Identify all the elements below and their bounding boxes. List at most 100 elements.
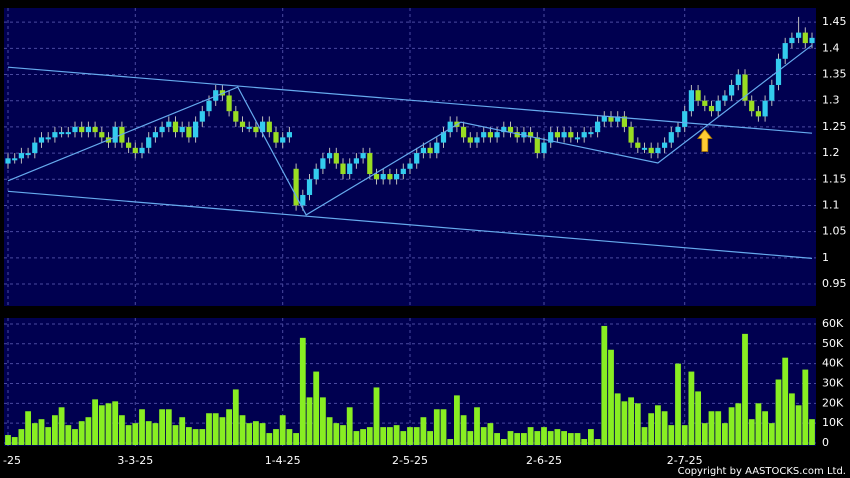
volume-bar bbox=[5, 435, 11, 445]
candle-body bbox=[641, 147, 648, 150]
candle-body bbox=[668, 132, 674, 143]
volume-bar bbox=[601, 325, 608, 445]
candle-body bbox=[601, 116, 607, 122]
volume-bar bbox=[279, 415, 286, 445]
volume-bar bbox=[775, 379, 782, 445]
candle-body bbox=[688, 90, 694, 112]
volume-bar bbox=[219, 417, 226, 445]
candle-body bbox=[306, 179, 313, 195]
volume-bar bbox=[65, 425, 72, 445]
volume-bar bbox=[567, 433, 574, 445]
volume-bar bbox=[400, 431, 407, 445]
candle-body bbox=[400, 168, 406, 175]
candle-body bbox=[199, 111, 205, 122]
volume-bar bbox=[333, 423, 340, 445]
volume-bar bbox=[206, 413, 212, 445]
candle-body bbox=[608, 116, 614, 122]
candle-body bbox=[99, 132, 105, 138]
volume-bar bbox=[447, 439, 454, 445]
candle-body bbox=[12, 158, 18, 161]
candle-body bbox=[320, 158, 326, 169]
volume-bar bbox=[172, 425, 179, 445]
volume-bar bbox=[782, 357, 789, 445]
volume-bar bbox=[353, 431, 360, 445]
candle-body bbox=[172, 121, 179, 133]
trendline bbox=[7, 66, 813, 134]
volume-bar bbox=[125, 425, 132, 445]
volume-bar bbox=[547, 431, 554, 445]
volume-bar bbox=[393, 425, 400, 445]
y-tick-label: 1.4 bbox=[822, 41, 840, 54]
y-tick-label: 50K bbox=[822, 337, 844, 350]
y-tick-label: 1.25 bbox=[822, 120, 847, 133]
candle-body bbox=[233, 111, 239, 122]
volume-bar bbox=[85, 417, 92, 445]
candle-body bbox=[541, 142, 547, 154]
candle-body bbox=[548, 132, 554, 143]
volume-bar bbox=[366, 427, 373, 445]
volume-bar bbox=[293, 433, 299, 445]
x-tick-label: 3-3-25 bbox=[117, 454, 153, 467]
y-tick-label: 10K bbox=[822, 416, 844, 429]
volume-bar bbox=[165, 409, 172, 445]
candle-body bbox=[79, 126, 85, 133]
candle-body bbox=[132, 147, 138, 154]
candle-body bbox=[313, 168, 319, 180]
y-tick-label: 60K bbox=[822, 317, 844, 330]
candle-body bbox=[461, 126, 467, 138]
volume-bar bbox=[313, 371, 320, 445]
candle-body bbox=[407, 163, 413, 169]
candle-body bbox=[273, 132, 279, 143]
volume-bar bbox=[574, 433, 581, 445]
candle-body bbox=[574, 137, 581, 140]
candle-body bbox=[735, 74, 741, 85]
volume-bar bbox=[460, 415, 467, 445]
volume-bar bbox=[655, 405, 661, 445]
candle-body bbox=[467, 137, 473, 143]
volume-bar bbox=[92, 399, 98, 445]
candle-body bbox=[440, 132, 447, 143]
y-tick-label: 1.3 bbox=[822, 94, 840, 107]
volume-bar bbox=[668, 425, 675, 445]
volume-bar bbox=[681, 425, 688, 445]
volume-bar bbox=[634, 403, 641, 445]
y-tick-label: 1 bbox=[822, 251, 829, 264]
candle-body bbox=[628, 126, 634, 143]
candle-body bbox=[45, 137, 51, 140]
y-tick-label: 1.05 bbox=[822, 225, 847, 238]
candle-body bbox=[474, 137, 480, 143]
volume-bar bbox=[119, 415, 125, 445]
volume-bar bbox=[58, 407, 65, 445]
candle-body bbox=[166, 121, 172, 127]
candle-body bbox=[655, 147, 661, 154]
volume-bar bbox=[387, 427, 393, 445]
volume-bar bbox=[762, 411, 768, 445]
candle-body bbox=[300, 194, 306, 206]
x-tick-label: 2-5-25 bbox=[392, 454, 428, 467]
volume-bar bbox=[299, 337, 306, 445]
candle-body bbox=[266, 121, 272, 133]
volume-bar bbox=[675, 363, 681, 445]
candle-body bbox=[648, 147, 654, 154]
volume-bar bbox=[728, 407, 735, 445]
volume-bar bbox=[98, 405, 105, 445]
candle-body bbox=[92, 126, 98, 133]
volume-bar bbox=[748, 419, 755, 445]
candle-body bbox=[52, 132, 58, 138]
candle-body bbox=[139, 147, 145, 154]
candle-body bbox=[286, 132, 292, 138]
candle-body bbox=[5, 158, 11, 164]
candle-body bbox=[635, 142, 641, 148]
candle-body bbox=[387, 174, 393, 180]
volume-bar bbox=[380, 427, 387, 445]
candle-body bbox=[414, 153, 420, 164]
volume-bar bbox=[38, 419, 45, 445]
volume-bar bbox=[487, 423, 494, 445]
candle-body bbox=[729, 84, 735, 96]
candle-body bbox=[447, 121, 453, 133]
volume-bar bbox=[507, 431, 514, 445]
volume-bar bbox=[534, 431, 541, 445]
volume-bar bbox=[802, 369, 809, 445]
volume-bar bbox=[561, 431, 567, 445]
volume-bar bbox=[25, 411, 31, 445]
